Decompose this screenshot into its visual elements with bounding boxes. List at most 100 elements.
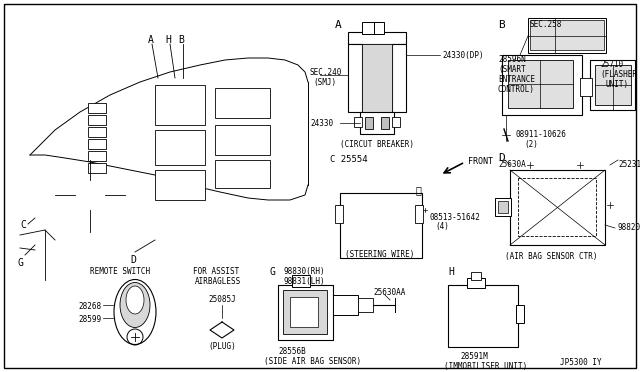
- Text: 98831(LH): 98831(LH): [284, 277, 326, 286]
- Bar: [360, 112, 394, 134]
- Text: 28599: 28599: [78, 315, 101, 324]
- Bar: [88, 151, 106, 161]
- Bar: [215, 160, 270, 188]
- Text: FRONT: FRONT: [468, 157, 493, 166]
- Text: CONTROL): CONTROL): [498, 85, 535, 94]
- Text: (SMJ): (SMJ): [313, 78, 336, 87]
- Bar: [348, 44, 362, 112]
- Bar: [518, 178, 596, 236]
- Text: 08911-10626: 08911-10626: [515, 130, 566, 139]
- Bar: [215, 125, 270, 155]
- Bar: [590, 60, 635, 110]
- Text: SEC.258: SEC.258: [530, 20, 563, 29]
- Text: H: H: [165, 35, 171, 45]
- Text: C 25554: C 25554: [330, 155, 367, 164]
- Bar: [528, 18, 606, 53]
- Text: A: A: [148, 35, 154, 45]
- Bar: [415, 205, 423, 223]
- Text: SEC.240: SEC.240: [310, 68, 342, 77]
- Bar: [448, 285, 518, 347]
- Bar: [155, 170, 205, 200]
- Text: B: B: [178, 35, 184, 45]
- Bar: [283, 290, 327, 334]
- Bar: [278, 285, 333, 340]
- Bar: [471, 272, 481, 280]
- Bar: [381, 117, 389, 129]
- Bar: [88, 139, 106, 149]
- Text: 28268: 28268: [78, 302, 101, 311]
- Text: 25710: 25710: [600, 60, 623, 69]
- Bar: [362, 22, 374, 34]
- Text: (2): (2): [524, 140, 538, 149]
- Bar: [374, 22, 384, 34]
- Bar: [362, 44, 392, 112]
- Text: (FLASHER: (FLASHER: [600, 70, 637, 79]
- Text: A: A: [335, 20, 342, 30]
- Text: (AIR BAG SENSOR CTR): (AIR BAG SENSOR CTR): [505, 252, 598, 261]
- Ellipse shape: [120, 282, 150, 327]
- Bar: [215, 88, 270, 118]
- Text: ENTRANCE: ENTRANCE: [498, 75, 535, 84]
- Text: 25630A: 25630A: [498, 160, 525, 169]
- Text: 98820: 98820: [618, 223, 640, 232]
- Bar: [88, 115, 106, 125]
- Text: 24330(DP): 24330(DP): [442, 51, 484, 60]
- Bar: [340, 193, 422, 258]
- Circle shape: [372, 212, 378, 218]
- Bar: [155, 85, 205, 125]
- Bar: [333, 295, 358, 315]
- Ellipse shape: [126, 286, 144, 314]
- Text: (SIDE AIR BAG SENSOR): (SIDE AIR BAG SENSOR): [264, 357, 361, 366]
- Bar: [467, 278, 485, 288]
- Text: 25630AA: 25630AA: [373, 288, 405, 297]
- Bar: [530, 20, 604, 50]
- Text: (PLUG): (PLUG): [208, 342, 236, 351]
- Bar: [510, 170, 605, 245]
- Text: 28596N: 28596N: [498, 55, 525, 64]
- Text: G: G: [18, 258, 24, 268]
- Ellipse shape: [114, 279, 156, 344]
- Text: 98830(RH): 98830(RH): [284, 267, 326, 276]
- Bar: [498, 201, 508, 213]
- Text: C: C: [20, 220, 26, 230]
- Text: REMOTE SWITCH: REMOTE SWITCH: [90, 267, 150, 276]
- Text: 25231A: 25231A: [618, 160, 640, 169]
- Bar: [502, 55, 582, 115]
- Text: 25085J: 25085J: [208, 295, 236, 304]
- Bar: [88, 103, 106, 113]
- Bar: [595, 65, 631, 105]
- Text: 28591M: 28591M: [460, 352, 488, 361]
- Text: (4): (4): [435, 222, 449, 231]
- Bar: [495, 198, 511, 216]
- Bar: [516, 305, 524, 323]
- Bar: [348, 32, 406, 44]
- Bar: [88, 127, 106, 137]
- Text: UNIT): UNIT): [605, 80, 628, 89]
- Bar: [155, 130, 205, 165]
- Text: (SMART: (SMART: [498, 65, 525, 74]
- Bar: [508, 60, 573, 108]
- Text: 24330: 24330: [310, 119, 333, 128]
- Bar: [580, 78, 592, 96]
- Circle shape: [476, 309, 490, 323]
- Text: 08513-51642: 08513-51642: [430, 213, 481, 222]
- Bar: [358, 298, 373, 312]
- Text: (CIRCUT BREAKER): (CIRCUT BREAKER): [340, 140, 414, 149]
- Bar: [335, 205, 343, 223]
- Text: (STEERING WIRE): (STEERING WIRE): [345, 250, 414, 259]
- Text: AIRBAGLESS: AIRBAGLESS: [195, 277, 241, 286]
- Bar: [365, 117, 373, 129]
- Bar: [290, 297, 318, 327]
- Text: ①: ①: [415, 185, 421, 195]
- Bar: [354, 117, 362, 127]
- Text: 28556B: 28556B: [278, 347, 306, 356]
- Text: (IMMOBILISER UNIT): (IMMOBILISER UNIT): [444, 362, 527, 371]
- Bar: [292, 275, 310, 287]
- Bar: [392, 117, 400, 127]
- Text: D: D: [498, 153, 505, 163]
- Text: JP5300 IY: JP5300 IY: [560, 358, 602, 367]
- Text: B: B: [498, 20, 505, 30]
- Text: FOR ASSIST: FOR ASSIST: [193, 267, 239, 276]
- Text: H: H: [448, 267, 454, 277]
- Bar: [392, 44, 406, 112]
